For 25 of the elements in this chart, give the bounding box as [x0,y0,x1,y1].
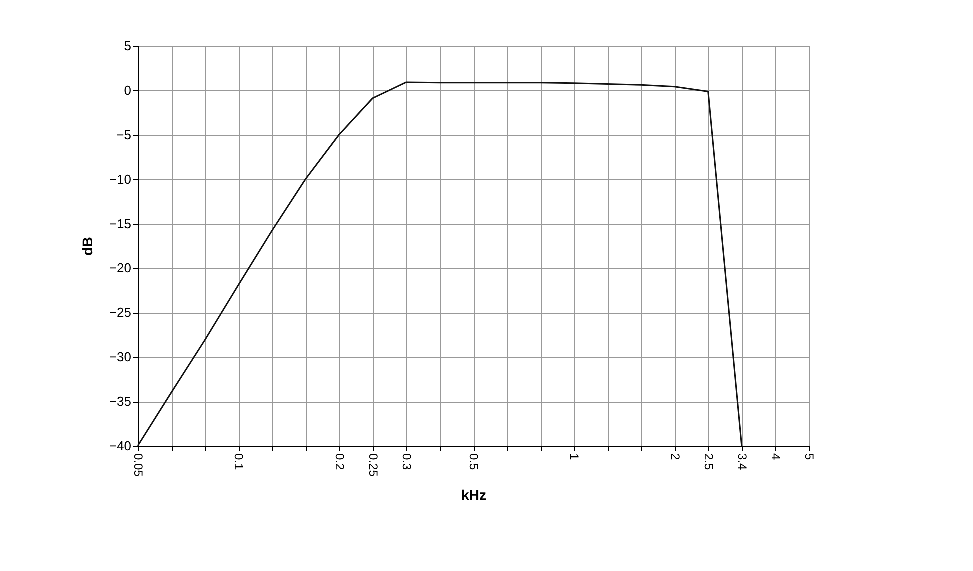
y-tick-label: −5 [116,127,132,142]
x-tick-label: 0.3 [400,454,414,471]
x-tick-label: 0.25 [366,454,380,478]
x-tick-label: 1 [568,454,582,460]
x-axis-title: kHz [462,486,486,503]
x-tick-label: 3.4 [735,454,750,471]
x-tick-label: 0.2 [332,454,347,471]
y-tick-label: −25 [109,305,132,320]
y-tick-label: −40 [109,438,132,454]
y-axis-title: dB [79,237,96,256]
x-tick-label: 0.05 [132,454,146,478]
y-tick-label: −30 [109,350,132,365]
y-tick-label: 0 [124,82,132,98]
x-tick-label: 0.5 [467,454,481,471]
y-tick-label: −10 [109,172,132,187]
y-tick-label: −15 [109,216,132,232]
x-tick-label: 0.1 [232,454,246,471]
y-tick-label: −20 [109,260,132,276]
y-tick-label: 5 [124,38,132,54]
x-tick-label: 2 [668,454,682,460]
x-tick-label: 2.5 [702,454,716,471]
x-tick-label: 5 [802,454,816,460]
y-tick-label: −35 [109,394,132,410]
x-tick-label: 4 [768,454,783,460]
line-series [137,82,743,447]
